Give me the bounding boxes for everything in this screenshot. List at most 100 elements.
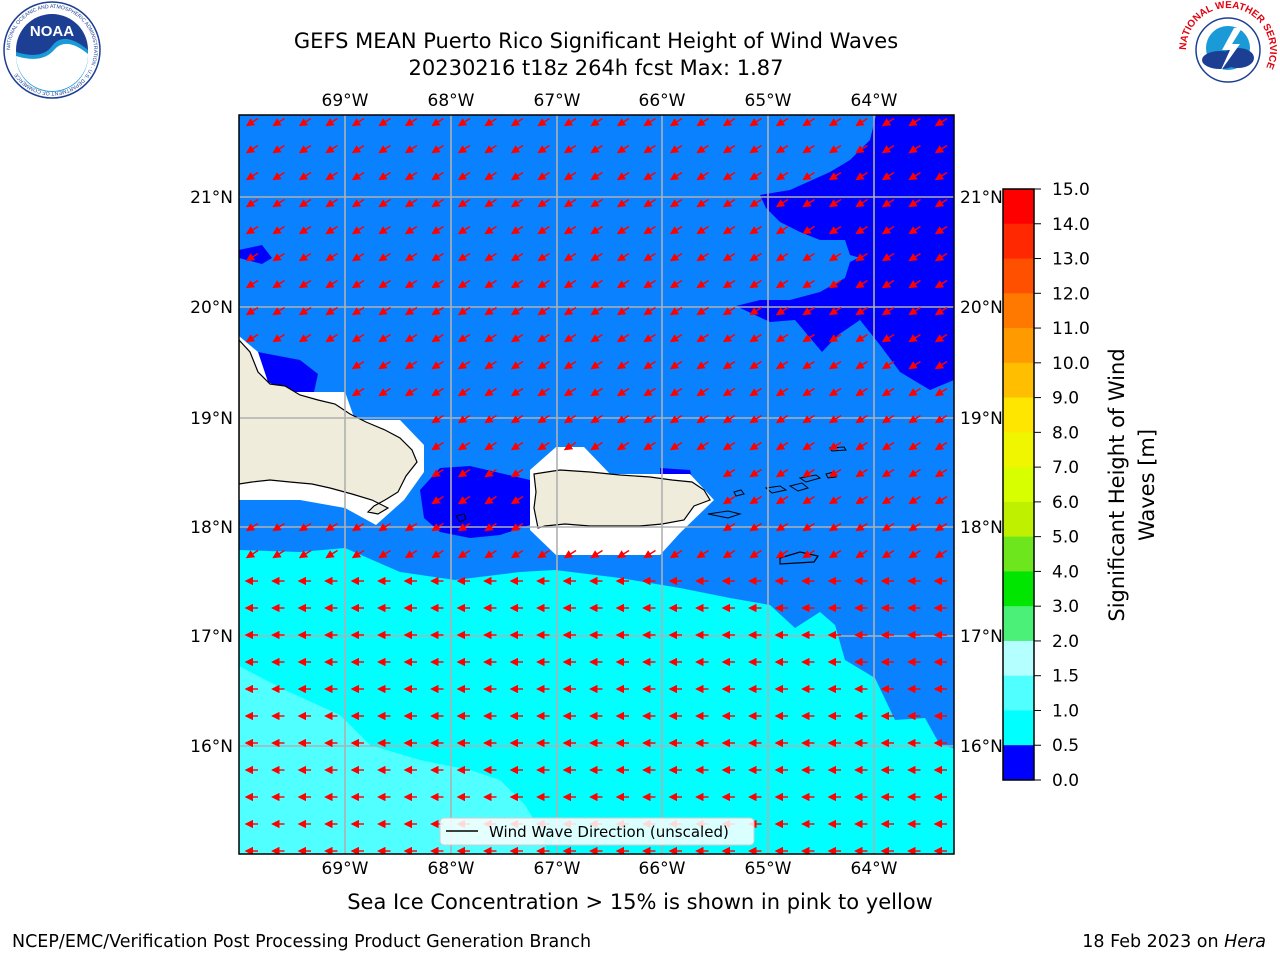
wave-direction-arrow — [749, 387, 762, 397]
wave-direction-arrow — [722, 387, 736, 397]
wave-direction-arrow — [325, 279, 338, 289]
wave-direction-arrow — [404, 360, 418, 370]
wave-direction-arrow — [855, 198, 868, 208]
wave-direction-arrow — [616, 333, 630, 343]
lon-labels-bottom: 69°W 68°W 67°W 66°W 65°W 64°W — [322, 859, 898, 879]
wave-direction-arrow — [643, 387, 656, 397]
wave-direction-arrow — [537, 144, 550, 154]
wave-direction-arrow — [722, 441, 736, 451]
colorbar-segment — [1003, 328, 1034, 364]
wave-direction-arrow — [537, 198, 550, 208]
wave-direction-arrow — [802, 225, 815, 235]
wave-direction-arrow — [404, 225, 418, 235]
wave-direction-arrow — [404, 171, 418, 181]
wave-direction-arrow — [404, 198, 418, 208]
colorbar-segment — [1003, 189, 1034, 225]
colorbar-segment — [1003, 640, 1034, 677]
colorbar-tick-label: 0.0 — [1052, 771, 1079, 791]
wave-direction-arrow — [722, 495, 736, 505]
colorbar-tick-label: 5.0 — [1052, 528, 1079, 548]
island-st-thomas — [764, 485, 788, 494]
wave-direction-arrow — [934, 252, 948, 262]
wave-direction-arrow — [510, 117, 524, 127]
wave-direction-arrow — [351, 198, 365, 208]
wave-direction-arrow — [881, 414, 895, 424]
colorbar-label: Significant Height of Wind Waves [m] — [1105, 348, 1159, 621]
wave-direction-arrow — [457, 144, 471, 154]
wave-direction-arrow — [775, 198, 789, 208]
wave-band-0.0-0.5-west — [258, 352, 318, 392]
wave-direction-arrow — [934, 225, 948, 235]
wave-direction-arrow — [881, 306, 895, 316]
wave-direction-arrow — [431, 306, 444, 316]
wave-direction-arrow — [378, 198, 391, 208]
colorbar-tick-label: 8.0 — [1052, 423, 1079, 443]
lat-labels-left: 21°N 20°N 19°N 18°N 17°N 16°N — [190, 188, 233, 757]
wave-direction-arrow — [749, 171, 762, 181]
wave-direction-arrow — [484, 360, 497, 370]
colorbar-tick-label: 13.0 — [1052, 250, 1090, 270]
wave-direction-arrow — [722, 198, 736, 208]
wave-direction-arrow — [643, 306, 656, 316]
island-vieques — [707, 510, 742, 519]
wave-direction-arrow — [802, 306, 815, 316]
wave-direction-arrow — [537, 225, 550, 235]
island-culebra — [733, 489, 745, 497]
svg-text:18°N: 18°N — [190, 518, 233, 538]
wave-direction-arrow — [537, 306, 550, 316]
svg-text:17°N: 17°N — [190, 627, 233, 647]
wave-direction-arrow — [457, 279, 471, 289]
colorbar-tick-label: 7.0 — [1052, 458, 1079, 478]
wave-direction-arrow — [590, 144, 603, 154]
colorbar-segment — [1003, 258, 1034, 294]
wave-direction-arrow — [881, 495, 895, 505]
wave-direction-arrow — [669, 387, 683, 397]
wave-direction-arrow — [457, 495, 471, 505]
wave-direction-arrow — [245, 225, 259, 235]
wave-direction-arrow — [378, 360, 391, 370]
wave-direction-arrow — [484, 549, 497, 559]
wave-direction-arrow — [590, 414, 603, 424]
wave-direction-arrow — [908, 549, 921, 559]
wave-direction-arrow — [802, 144, 815, 154]
wave-direction-arrow — [908, 522, 921, 532]
wave-direction-arrow — [272, 171, 285, 181]
wave-direction-arrow — [908, 144, 921, 154]
wave-direction-arrow — [855, 360, 868, 370]
wave-direction-arrow — [484, 144, 497, 154]
wave-direction-arrow — [351, 306, 365, 316]
wave-direction-arrow — [404, 252, 418, 262]
wave-direction-arrow — [616, 306, 630, 316]
colorbar-segment — [1003, 675, 1034, 711]
wave-direction-arrow — [749, 279, 762, 289]
wave-direction-arrow — [404, 306, 418, 316]
wave-direction-arrow — [696, 360, 709, 370]
wave-direction-arrow — [881, 252, 895, 262]
lon-labels-top: 69°W 68°W 67°W 66°W 65°W 64°W — [322, 91, 898, 111]
wave-direction-arrow — [828, 252, 842, 262]
wave-direction-arrow — [775, 360, 789, 370]
wave-direction-arrow — [749, 549, 762, 559]
wave-direction-arrow — [245, 144, 259, 154]
wave-direction-arrow — [828, 441, 842, 451]
wave-direction-arrow — [828, 549, 842, 559]
wave-direction-arrow — [828, 468, 842, 478]
wave-direction-arrow — [696, 279, 709, 289]
wave-direction-arrow — [908, 252, 921, 262]
wave-direction-arrow — [272, 306, 285, 316]
wave-direction-arrow — [404, 279, 418, 289]
wave-direction-arrow — [934, 171, 948, 181]
wave-direction-arrow — [696, 549, 709, 559]
wave-direction-arrow — [351, 522, 365, 532]
wave-direction-arrow — [563, 441, 577, 451]
wave-direction-arrow — [802, 468, 815, 478]
wave-direction-arrow — [669, 414, 683, 424]
wave-direction-arrow — [749, 306, 762, 316]
wave-direction-arrow — [484, 279, 497, 289]
wave-direction-arrow — [828, 144, 842, 154]
wave-direction-arrow — [881, 225, 895, 235]
wave-direction-arrow — [298, 549, 312, 559]
wave-direction-arrow — [749, 522, 762, 532]
map-area — [239, 115, 954, 854]
wave-direction-arrow — [722, 225, 736, 235]
